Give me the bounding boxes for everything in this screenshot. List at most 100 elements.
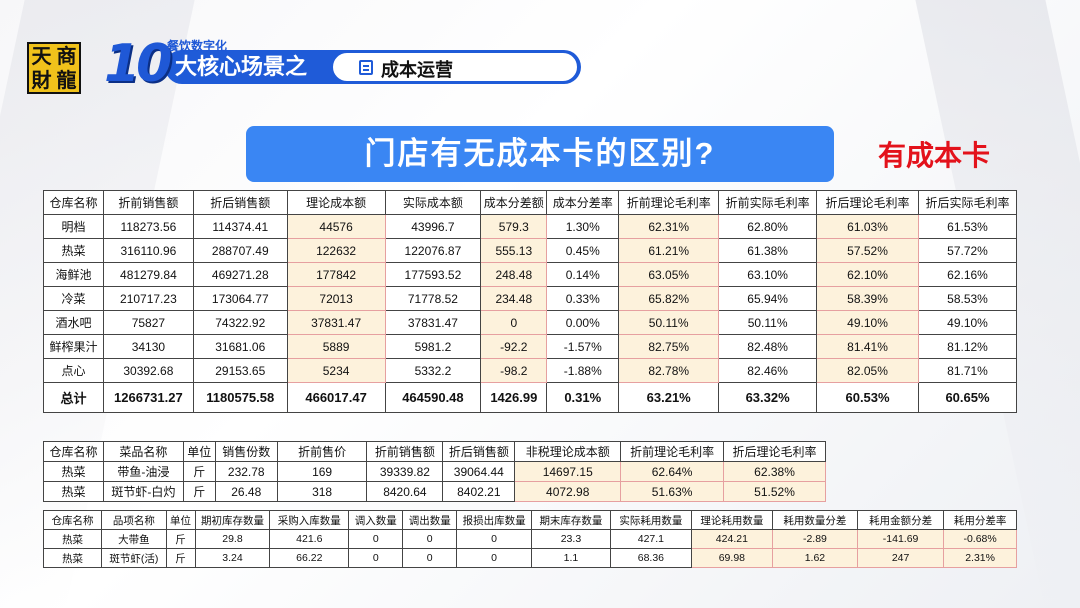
cost-card-tag: 有成本卡 [878, 140, 991, 171]
table-cell: 62.16% [917, 262, 1018, 287]
table-cell: 58.39% [816, 286, 919, 311]
table-cell: 37831.47 [286, 310, 386, 335]
table-row: 热菜 大带鱼斤 29.8 421.6 0 0 0 23.3 427.1 424.21 -2.89 -1… [42, 529, 1017, 549]
column-header: 非税理论成本额 [514, 441, 622, 462]
table-cell: 68.36 [609, 548, 692, 568]
column-header: 采购入库数量 [269, 510, 350, 530]
column-header: 菜品名称 [102, 441, 184, 462]
table-cell: 带鱼-油浸 [102, 461, 184, 482]
column-header: 折前售价 [276, 441, 368, 462]
header-number: 10 [104, 34, 172, 94]
table-cell: 81.71% [917, 358, 1018, 383]
column-header: 折后理论毛利率 [723, 441, 826, 462]
table-cell: 明档 [43, 214, 104, 239]
table-cell: 232.78 [214, 461, 278, 482]
table-header-row: 仓库名称 菜品名称 单位 销售份数 折前售价 折前销售额 折后销售额 非税理论成本额 折前理论毛… [43, 441, 826, 462]
table-cell: 424.21 [690, 529, 773, 549]
table-cell: 466017.47 [286, 382, 386, 413]
table-cell: 60.65% [917, 382, 1018, 413]
table-cell: 29.8 [194, 529, 271, 549]
table-total-row: 总计 1266731.27 1180575.58 466017.47 464590.48… [43, 382, 1018, 413]
column-header: 成本分差额 [480, 190, 548, 215]
table-cell: 0.14% [546, 262, 620, 287]
table-cell: 177842 [286, 262, 386, 287]
table-cell: 65.82% [618, 286, 720, 311]
column-header: 期初库存数量 [194, 510, 271, 530]
table-cell: 23.3 [530, 529, 611, 549]
table-cell: 8402.21 [442, 481, 516, 502]
table-cell: 2.31% [943, 548, 1017, 568]
table-cell: 49.10% [816, 310, 919, 335]
table-cell: 0 [402, 529, 458, 549]
table-cell: 14697.15 [514, 461, 622, 482]
column-header: 折前销售额 [102, 190, 194, 215]
table-cell: 1.30% [546, 214, 620, 239]
table-cell: 斤 [182, 481, 216, 502]
table-cell: 82.48% [718, 334, 818, 359]
table-row: 热菜 斑节虾(活) 斤 3.24 66.22 0 0 0 1.1 68.36 69.98 1.62 24… [42, 548, 1017, 568]
table-cell: 62.10% [816, 262, 919, 287]
table-cell: 72013 [286, 286, 386, 311]
logo-char: 龍 [56, 68, 77, 92]
table-cell: 122632 [286, 238, 386, 263]
column-header: 报损出库数量 [456, 510, 532, 530]
table-header-row: 仓库名称 品项名称 单位 期初库存数量 采购入库数量 调入数量 调出数量 报损出库数量 期末库存… [42, 510, 1017, 530]
column-header: 调入数量 [348, 510, 404, 530]
column-header: 实际成本额 [384, 190, 482, 215]
table-cell: 81.41% [816, 334, 919, 359]
column-header: 实际耗用数量 [609, 510, 692, 530]
table-cell: 37831.47 [384, 310, 482, 335]
column-header: 单位 [182, 441, 216, 462]
table-cell: 5889 [286, 334, 386, 359]
table-cell: 169 [276, 461, 368, 482]
table-cell: 469271.28 [192, 262, 288, 287]
table-cell: 酒水吧 [43, 310, 104, 335]
table-cell: 0 [456, 548, 532, 568]
table-cell: 57.52% [816, 238, 919, 263]
table-cell: 62.31% [618, 214, 720, 239]
table-cell: 81.12% [917, 334, 1018, 359]
table-cell: 热菜 [43, 238, 104, 263]
table-row: 热菜 316110.96 288707.49 122632 122076.87 555.1… [43, 238, 1018, 263]
column-header: 耗用数量分差 [771, 510, 859, 530]
table-cell: 0 [348, 529, 404, 549]
table-cell: 50.11% [718, 310, 818, 335]
table-cell: 421.6 [269, 529, 350, 549]
table-cell: 39339.82 [366, 461, 444, 482]
table-cell: -0.68% [943, 529, 1017, 549]
table-row: 酒水吧 75827 74322.92 37831.47 37831.47 0 0.00% 50… [43, 310, 1018, 335]
table-cell: 1180575.58 [192, 382, 288, 413]
table-cell: 0 [480, 310, 548, 335]
column-header: 耗用分差率 [943, 510, 1017, 530]
table-cell: 316110.96 [102, 238, 194, 263]
table-cell: 5234 [286, 358, 386, 383]
table-cell: 43996.7 [384, 214, 482, 239]
table-cell: 0.45% [546, 238, 620, 263]
table-cell: 0 [348, 548, 404, 568]
table-cell: 30392.68 [102, 358, 194, 383]
table-row: 热菜 斑节虾-白灼斤 26.48 318 8420.64 8402.21 4072.98 51… [43, 481, 826, 502]
table-row: 冷菜 210717.23 173064.77 72013 71778.52 234.48 0… [43, 286, 1018, 311]
header-title: 大核心场景之 [175, 54, 308, 79]
table-cell: -2.89 [771, 529, 859, 549]
table-cell: 1.62 [771, 548, 859, 568]
table-cell: 62.64% [620, 461, 725, 482]
table-cell: 62.80% [718, 214, 818, 239]
table-cell: 热菜 [42, 548, 103, 568]
table-cell: 斤 [165, 548, 196, 568]
document-icon [359, 60, 373, 75]
table-cell: -141.69 [856, 529, 945, 549]
table-cell: 51.63% [620, 481, 725, 502]
table-cell: 247 [856, 548, 945, 568]
table-cell: 75827 [102, 310, 194, 335]
header-pill [332, 52, 578, 82]
inventory-usage-table: 仓库名称 品项名称 单位 期初库存数量 采购入库数量 调入数量 调出数量 报损出库数量 期末库存… [42, 510, 1017, 568]
logo-char: 天 [31, 44, 52, 68]
table-cell: 0.00% [546, 310, 620, 335]
column-header: 仓库名称 [43, 190, 104, 215]
column-header: 折后销售额 [192, 190, 288, 215]
column-header: 折前理论毛利率 [618, 190, 720, 215]
warehouse-cost-table: 仓库名称 折前销售额 折后销售额 理论成本额 实际成本额 成本分差额 成本分差率 折前理论毛利… [43, 190, 1018, 413]
table-cell: 鲜榨果汁 [43, 334, 104, 359]
column-header: 仓库名称 [43, 441, 104, 462]
